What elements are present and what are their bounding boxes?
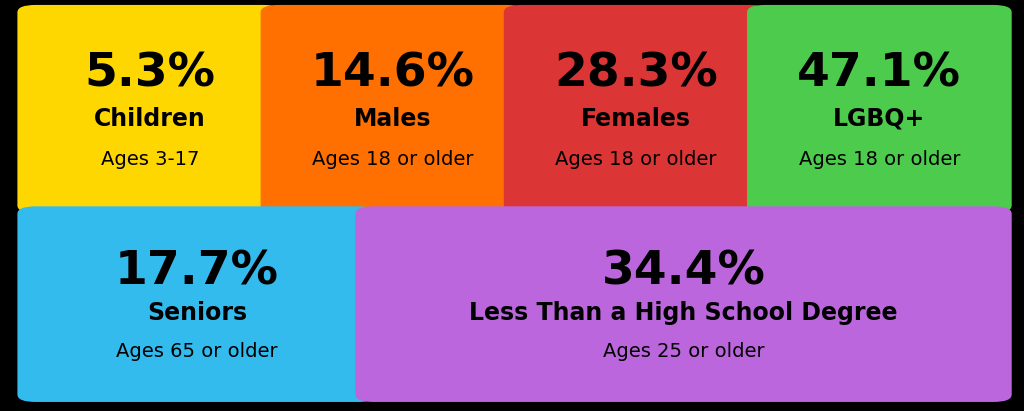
- Text: Females: Females: [582, 106, 691, 131]
- Text: 5.3%: 5.3%: [84, 52, 215, 97]
- Text: Males: Males: [354, 106, 432, 131]
- FancyBboxPatch shape: [260, 5, 525, 213]
- Text: Children: Children: [94, 106, 206, 131]
- Text: Seniors: Seniors: [147, 301, 247, 325]
- Text: Ages 18 or older: Ages 18 or older: [312, 150, 474, 169]
- Text: Less Than a High School Degree: Less Than a High School Degree: [469, 301, 898, 325]
- Text: 14.6%: 14.6%: [311, 52, 475, 97]
- Text: LGBQ+: LGBQ+: [834, 106, 926, 131]
- Text: 28.3%: 28.3%: [554, 52, 718, 97]
- FancyBboxPatch shape: [746, 5, 1012, 213]
- FancyBboxPatch shape: [17, 206, 377, 402]
- Text: Ages 3-17: Ages 3-17: [100, 150, 199, 169]
- Text: 17.7%: 17.7%: [115, 249, 280, 294]
- FancyBboxPatch shape: [355, 206, 1012, 402]
- Text: Ages 25 or older: Ages 25 or older: [603, 342, 764, 361]
- Text: Ages 18 or older: Ages 18 or older: [799, 150, 961, 169]
- Text: Ages 65 or older: Ages 65 or older: [117, 342, 278, 361]
- Text: 34.4%: 34.4%: [601, 249, 766, 294]
- Text: 47.1%: 47.1%: [798, 52, 962, 97]
- FancyBboxPatch shape: [504, 5, 768, 213]
- Text: Ages 18 or older: Ages 18 or older: [555, 150, 717, 169]
- FancyBboxPatch shape: [17, 5, 282, 213]
